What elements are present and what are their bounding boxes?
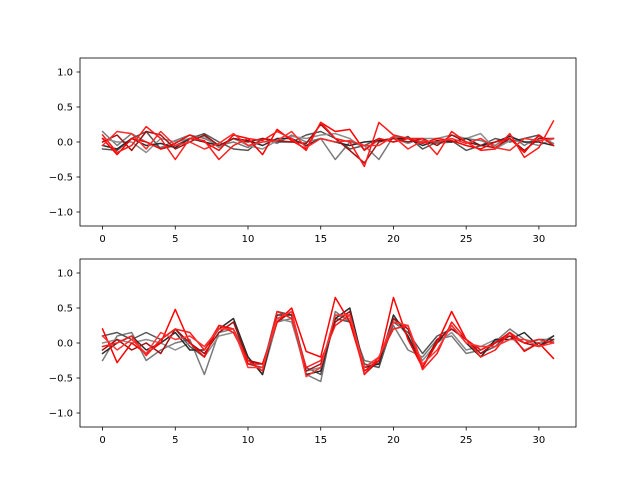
top-ytick-label: 0.0 (57, 138, 73, 149)
top-series-line-7 (101, 119, 555, 168)
bottom-ytick-label: 1.0 (57, 269, 73, 280)
top-xtick-label: 15 (314, 234, 327, 245)
bottom-xtick-label: 0 (99, 435, 105, 446)
top-xtick-label: 5 (172, 234, 178, 245)
bottom-xtick-label: 30 (533, 435, 546, 446)
top-xtick-label: 20 (387, 234, 400, 245)
bottom-ytick-label: −0.5 (49, 374, 73, 385)
bottom-series-group (101, 296, 555, 383)
top-ytick-label: 0.5 (57, 103, 73, 114)
bottom-xtick-label: 20 (387, 435, 400, 446)
top-series-line-8 (101, 130, 555, 152)
bottom-xtick-label: 15 (314, 435, 327, 446)
bottom-xtick-label: 5 (172, 435, 178, 446)
top-xtick-label: 0 (99, 234, 105, 245)
top-xtick-label: 25 (460, 234, 473, 245)
bottom-series-line-8 (101, 310, 555, 378)
top-ytick-label: −0.5 (49, 173, 73, 184)
bottom-ytick-label: 0.5 (57, 304, 73, 315)
bottom-ytick-label: −1.0 (49, 409, 73, 420)
bottom-xtick-label: 10 (242, 435, 255, 446)
bottom-subplot: 0 5 10 15 20 25 30 −1.0 −0.5 0.0 0.5 1.0 (49, 258, 577, 446)
top-subplot: 0 5 10 15 20 25 30 −1.0 −0.5 0.0 0.5 1.0 (49, 57, 577, 245)
top-ytick-label: −1.0 (49, 208, 73, 219)
top-series-group (101, 119, 555, 168)
top-xtick-label: 10 (242, 234, 255, 245)
bottom-ytick-label: 0.0 (57, 339, 73, 350)
top-xtick-label: 30 (533, 234, 546, 245)
bottom-series-line-6 (101, 296, 555, 372)
bottom-xtick-label: 25 (460, 435, 473, 446)
top-ytick-label: 1.0 (57, 68, 73, 79)
top-series-line-1 (101, 130, 555, 161)
